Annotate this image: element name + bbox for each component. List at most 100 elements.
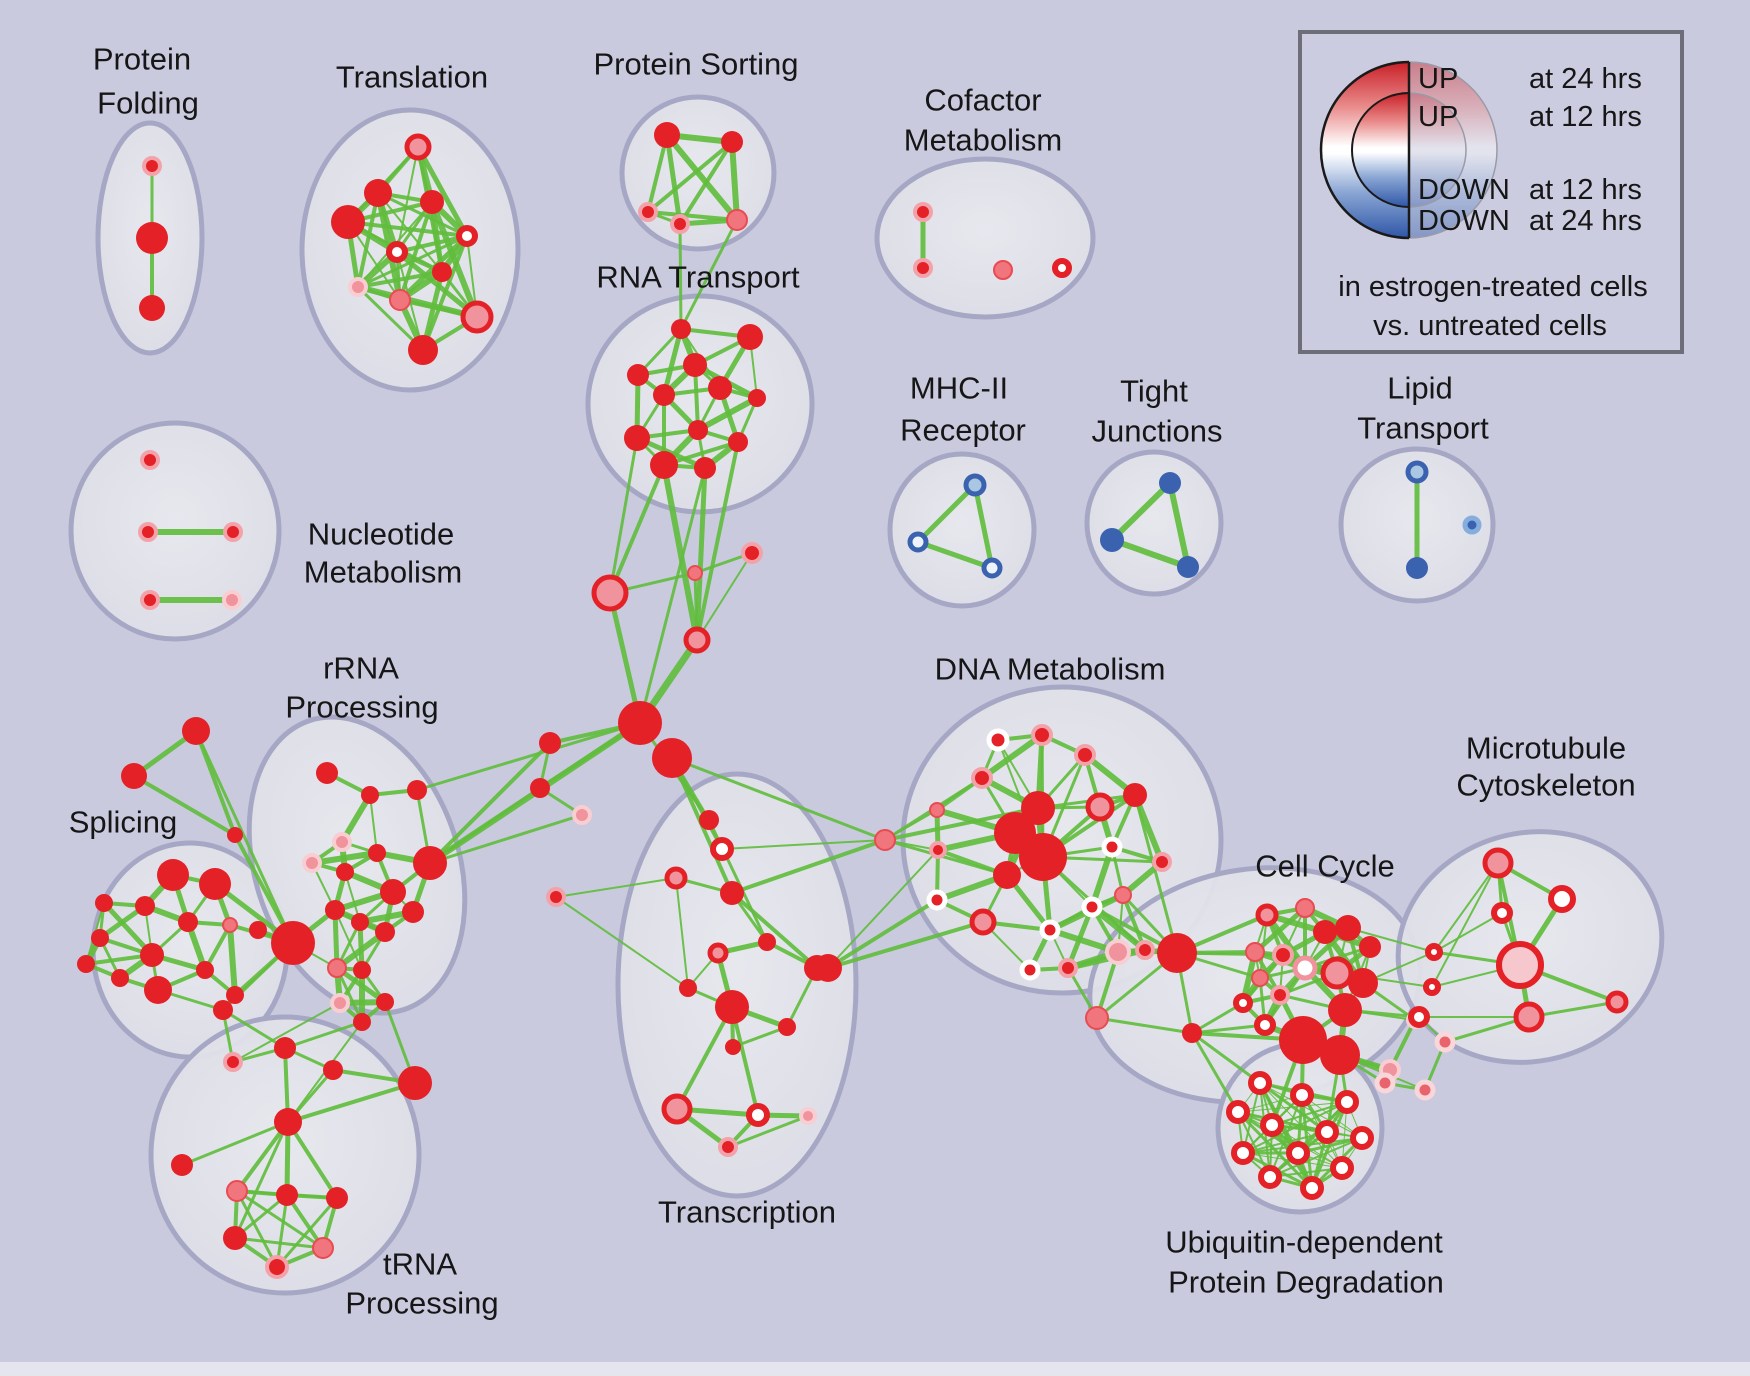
network-edge — [346, 220, 469, 238]
cluster-label-nm: Nucleotide — [308, 517, 454, 552]
network-node-ub — [1290, 1083, 1314, 1107]
cluster-label-ub: Protein Degradation — [1168, 1265, 1444, 1300]
network-node-rrna — [336, 863, 354, 881]
network-node-dm — [1021, 791, 1055, 825]
network-node-rrna — [325, 900, 345, 920]
network-node-cc — [1255, 903, 1279, 927]
network-edge — [678, 140, 734, 226]
network-node-cc — [1251, 969, 1269, 987]
network-node-rt — [653, 384, 675, 406]
network-node-tc — [799, 1107, 817, 1125]
network-node-cc — [1270, 985, 1290, 1005]
network-node-dm — [1135, 940, 1155, 960]
network-edge — [729, 139, 740, 223]
network-node-nm — [140, 590, 160, 610]
network-edge — [1237, 1101, 1348, 1113]
network-node-nm — [140, 450, 160, 470]
network-edge — [1269, 1167, 1343, 1178]
network-node-dm — [1123, 783, 1147, 807]
cluster-label-rrna: rRNA — [323, 651, 399, 686]
network-node-link — [710, 837, 734, 861]
network-node-tr — [460, 300, 494, 334]
network-edge — [1347, 927, 1435, 953]
network-node-rrna — [353, 961, 371, 979]
network-node-ub — [1286, 1141, 1310, 1165]
cluster-label-ps: Protein Sorting — [593, 47, 798, 82]
network-node-tc — [758, 933, 776, 951]
network-node-sp — [91, 929, 109, 947]
network-node-ub — [1231, 1141, 1255, 1165]
cluster-label-pf: Folding — [97, 86, 199, 121]
network-node-tr — [456, 225, 478, 247]
network-node-trna — [265, 1255, 289, 1279]
network-node-rrna — [330, 993, 350, 1013]
network-node-link — [539, 732, 561, 754]
network-edge — [972, 482, 995, 571]
network-edge — [428, 813, 584, 865]
network-node-cc — [1313, 920, 1337, 944]
network-edge — [670, 756, 887, 842]
network-node-cc — [1335, 915, 1361, 941]
network-node-rrna — [249, 921, 267, 939]
network-node-cc — [1348, 968, 1378, 998]
network-node-trna — [226, 1180, 248, 1202]
legend-outline — [1408, 61, 1498, 239]
network-node-cc — [1292, 955, 1318, 981]
network-edge — [1242, 1131, 1328, 1154]
network-node-dm — [1101, 836, 1123, 858]
network-node-lt — [1406, 557, 1428, 579]
network-node-cc — [1233, 993, 1253, 1013]
legend-time-label: at 24 hrs — [1529, 205, 1642, 237]
network-node-dm — [993, 861, 1021, 889]
legend-direction-label: DOWN — [1418, 174, 1510, 206]
network-node-cm — [993, 260, 1013, 280]
network-edge — [646, 140, 734, 214]
network-node-rt — [650, 451, 678, 479]
network-edge — [679, 218, 739, 331]
network-node-dm — [1152, 852, 1172, 872]
network-node-ps — [726, 209, 748, 231]
network-edge — [180, 1120, 290, 1167]
network-edge — [275, 1196, 339, 1269]
network-edge — [1190, 1023, 1267, 1035]
network-node-tc — [661, 1093, 693, 1125]
network-node-link — [652, 738, 692, 778]
network-edge — [235, 1189, 279, 1269]
cluster-label-mc: Microtubule — [1466, 731, 1626, 766]
network-edge — [1237, 1111, 1271, 1178]
network-node-link — [182, 717, 210, 745]
network-edge — [664, 132, 683, 227]
network-node-rrna — [353, 1013, 371, 1031]
network-edge — [607, 590, 643, 726]
legend-note: vs. untreated cells — [1373, 310, 1607, 342]
network-node-cc — [1320, 1035, 1360, 1075]
network-node-cc — [1279, 1016, 1327, 1064]
cluster-ellipse-tc — [615, 771, 859, 1199]
network-node-rrna — [368, 844, 386, 862]
network-node-sp — [178, 912, 198, 932]
cluster-label-mc: Cytoskeleton — [1456, 768, 1635, 803]
network-node-rrna — [271, 921, 315, 965]
network-node-tr — [331, 205, 365, 239]
network-node-link — [530, 778, 550, 798]
network-edge — [232, 1002, 341, 1063]
network-node-rrna — [351, 913, 369, 931]
cluster-label-sp: Splicing — [69, 805, 178, 840]
network-node-mhc — [963, 473, 987, 497]
network-edge — [1065, 904, 1095, 971]
network-node-link — [591, 574, 629, 612]
network-node-ub — [1248, 1071, 1272, 1095]
network-edge — [694, 465, 708, 643]
network-edge — [132, 774, 237, 837]
network-node-ub — [1350, 1126, 1374, 1150]
network-node-link — [227, 827, 243, 843]
network-edge — [915, 539, 995, 571]
network-edge — [608, 463, 666, 595]
network-edge — [428, 741, 552, 865]
network-node-rrna — [327, 958, 347, 978]
legend-direction-label: UP — [1418, 101, 1458, 133]
network-edge — [555, 896, 689, 989]
network-edge — [979, 732, 1045, 781]
network-node-sp — [95, 894, 113, 912]
